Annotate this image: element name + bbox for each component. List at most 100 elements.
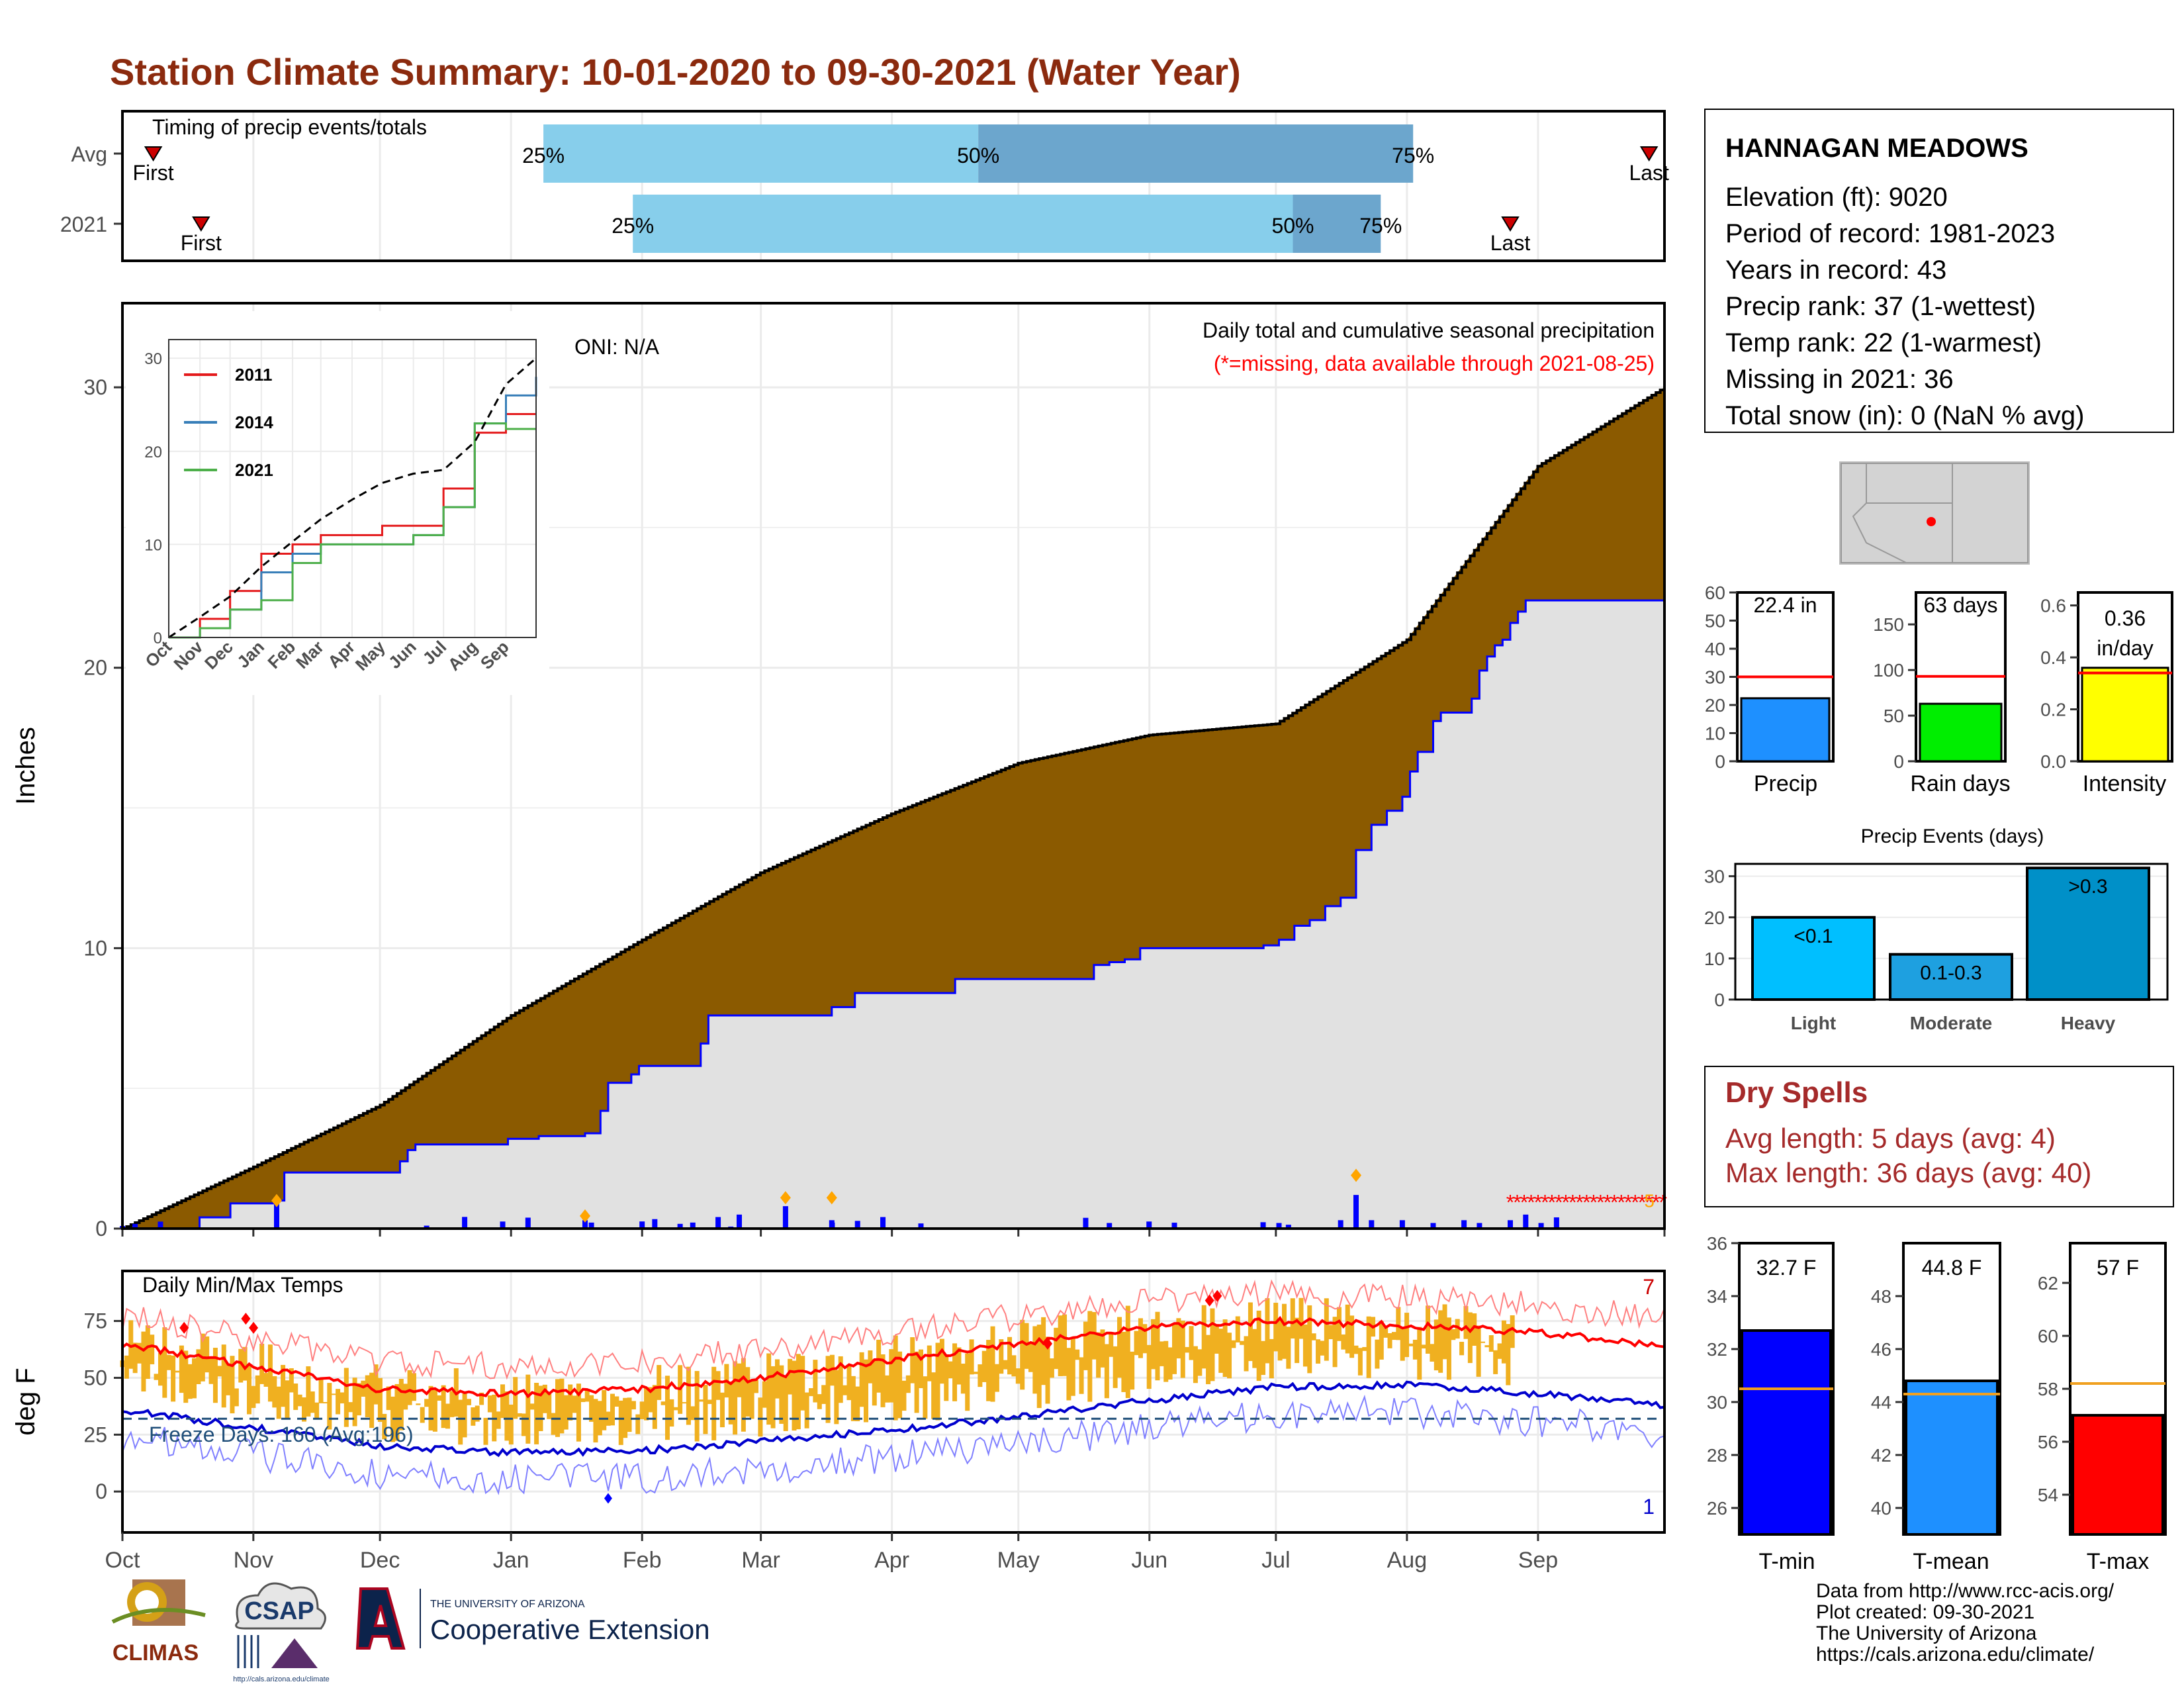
- daily-temp-bar: [158, 1352, 163, 1386]
- daily-temp-bar: [999, 1339, 1004, 1374]
- daily-temp-bar: [1379, 1321, 1384, 1360]
- credit-url: https://cals.arizona.edu/climate/: [1816, 1644, 2095, 1665]
- summary-y-tick-label: 60: [1705, 583, 1725, 603]
- daily-temp-bar: [644, 1387, 649, 1421]
- tempbar-y-tick-label: 44: [1871, 1392, 1891, 1413]
- daily-precip-bar: [880, 1217, 886, 1229]
- daily-temp-bar: [1214, 1324, 1219, 1354]
- daily-temp-bar: [682, 1402, 687, 1404]
- daily-temp-bar: [171, 1355, 176, 1402]
- daily-temp-bar: [247, 1364, 252, 1415]
- missing-marker: *: [1659, 1191, 1666, 1215]
- daily-temp-bar: [872, 1359, 877, 1406]
- daily-temp-bar: [394, 1383, 400, 1441]
- daily-temp-bar: [859, 1352, 864, 1407]
- station-name: HANNAGAN MEADOWS: [1725, 134, 2028, 163]
- inset-y-tick-label: 0: [154, 630, 162, 647]
- daily-temp-bar: [1222, 1319, 1228, 1378]
- events-y-tick-label: 10: [1704, 949, 1725, 969]
- daily-temp-bar: [1307, 1305, 1312, 1374]
- daily-temp-bar: [602, 1389, 607, 1430]
- daily-temp-bar: [783, 1377, 788, 1431]
- daily-temp-bar: [166, 1354, 171, 1370]
- daily-temp-bar: [914, 1351, 919, 1413]
- daily-temp-bar: [639, 1401, 645, 1419]
- logo-strip: CLIMAS CSAP http://cals.arizona.edu/clim…: [111, 1579, 710, 1683]
- summary-y-tick-label: 100: [1873, 660, 1904, 680]
- summary-value-label: 63 days: [1923, 593, 1997, 617]
- daily-precip-bar: [782, 1206, 788, 1229]
- daily-temp-bar: [1472, 1313, 1477, 1346]
- daily-temp-bar: [513, 1377, 518, 1419]
- daily-temp-bar: [1408, 1343, 1414, 1346]
- daily-temp-bar: [610, 1393, 615, 1426]
- missing-marker: *: [1631, 1191, 1639, 1215]
- daily-temp-bar: [897, 1351, 903, 1419]
- daily-temp-bar: [1252, 1329, 1257, 1368]
- daily-temp-bar: [145, 1325, 150, 1379]
- daily-temp-bar: [462, 1393, 467, 1438]
- tempbar-y-tick-label: 26: [1707, 1498, 1727, 1519]
- first-event-label: First: [181, 231, 222, 255]
- daily-temp-bar: [272, 1376, 277, 1408]
- daily-temp-bar: [1476, 1325, 1481, 1377]
- daily-temp-bar: [1404, 1313, 1410, 1358]
- missing-marker: *: [1610, 1191, 1618, 1215]
- missing-marker: *: [1604, 1191, 1612, 1215]
- daily-temp-bar: [741, 1358, 746, 1432]
- daily-temp-bar: [838, 1356, 843, 1403]
- summary-value-label: 0.36: [2105, 606, 2146, 630]
- daily-temp-bar: [981, 1350, 987, 1382]
- daily-temp-bar: [584, 1389, 590, 1402]
- daily-temp-bar: [825, 1356, 831, 1423]
- events-category-label: Moderate: [1910, 1013, 1992, 1033]
- daily-temp-bar: [356, 1383, 361, 1416]
- daily-temp-bar: [263, 1373, 269, 1387]
- daily-temp-bar: [1159, 1341, 1164, 1366]
- daily-temp-bar: [1151, 1319, 1156, 1370]
- daily-temp-bar: [306, 1366, 311, 1417]
- daily-temp-bar: [635, 1414, 641, 1434]
- precip-y-label: Inches: [11, 727, 40, 805]
- daily-temp-bar: [369, 1372, 375, 1429]
- daily-temp-bar: [1100, 1329, 1105, 1368]
- precip-y-tick-label: 0: [95, 1217, 107, 1241]
- daily-temp-bar: [1362, 1346, 1367, 1351]
- missing-marker: *: [1638, 1191, 1646, 1215]
- timing-row-label: 2021: [60, 212, 107, 236]
- daily-temp-bar: [162, 1327, 167, 1398]
- daily-temp-bar: [1193, 1346, 1198, 1383]
- daily-temp-bar: [1433, 1319, 1439, 1371]
- daily-temp-bar: [1240, 1340, 1245, 1345]
- temp-panel: Daily Min/Max Temps Freeze Days: 160 (Avg…: [11, 1270, 1666, 1534]
- missing-marker: *: [1513, 1191, 1521, 1215]
- chart-title: Station Climate Summary: 10-01-2020 to 0…: [110, 51, 1241, 93]
- daily-temp-bar: [1087, 1311, 1093, 1402]
- daily-temp-bar: [606, 1411, 611, 1426]
- summary-y-tick-label: 10: [1705, 724, 1725, 744]
- daily-temp-bar: [910, 1337, 915, 1383]
- tempbar-y-tick-label: 46: [1871, 1339, 1891, 1360]
- daily-temp-bar: [770, 1366, 776, 1429]
- daily-temp-bar: [226, 1363, 231, 1395]
- daily-precip-bar: [1369, 1220, 1375, 1229]
- record-high-marker: [249, 1321, 259, 1334]
- events-y-tick-label: 20: [1704, 908, 1725, 928]
- daily-temp-bar: [289, 1368, 294, 1393]
- daily-temp-bar: [352, 1378, 357, 1427]
- summary-bar-1: [1919, 702, 2003, 763]
- oni-label: ONI: N/A: [574, 335, 660, 359]
- daily-temp-bar: [1003, 1360, 1008, 1370]
- daily-temp-bar: [1036, 1325, 1042, 1409]
- daily-precip-bar: [1338, 1220, 1343, 1229]
- daily-temp-bar: [1011, 1355, 1017, 1377]
- daily-temp-bar: [1070, 1337, 1075, 1396]
- daily-temp-bar: [1138, 1318, 1143, 1358]
- summary-bar-0: [1740, 697, 1831, 763]
- daily-temp-bar: [880, 1354, 886, 1407]
- daily-temp-bar: [994, 1364, 999, 1392]
- daily-temp-bar: [1210, 1308, 1215, 1382]
- missing-marker: *: [1534, 1191, 1542, 1215]
- daily-temp-bar: [1451, 1329, 1456, 1340]
